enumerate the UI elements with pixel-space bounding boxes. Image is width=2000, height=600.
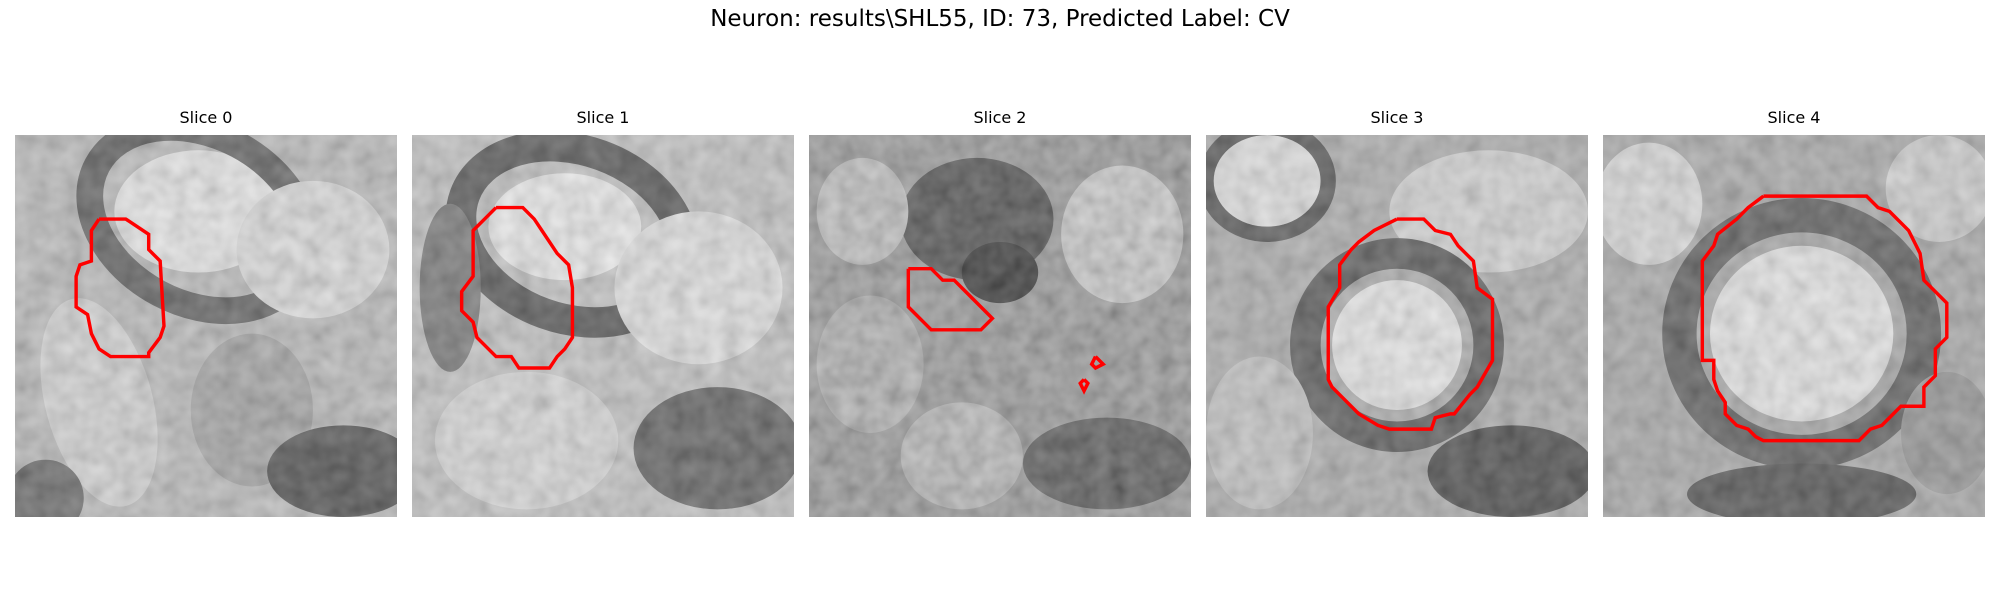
slice-2-contour-small-a bbox=[1089, 355, 1107, 371]
slice-4-image bbox=[1603, 135, 1985, 517]
figure-title: Neuron: results\SHL55, ID: 73, Predicted… bbox=[710, 6, 1290, 32]
slice-4-contour bbox=[1700, 194, 1949, 443]
slice-0-title: Slice 0 bbox=[179, 108, 233, 127]
slice-1-title: Slice 1 bbox=[576, 108, 630, 127]
slice-2-image bbox=[809, 135, 1191, 517]
slice-3-title: Slice 3 bbox=[1370, 108, 1424, 127]
slice-0-contour bbox=[74, 217, 166, 359]
slice-3-contour bbox=[1326, 217, 1495, 431]
slice-4-title: Slice 4 bbox=[1767, 108, 1821, 127]
slice-2-title: Slice 2 bbox=[973, 108, 1027, 127]
slice-1-contour bbox=[459, 205, 575, 370]
slice-2-contour-small-b bbox=[1078, 378, 1090, 395]
slice-2-contour bbox=[906, 266, 995, 332]
slice-0-image bbox=[15, 135, 397, 517]
slice-1-image bbox=[412, 135, 794, 517]
slice-3-image bbox=[1206, 135, 1588, 517]
